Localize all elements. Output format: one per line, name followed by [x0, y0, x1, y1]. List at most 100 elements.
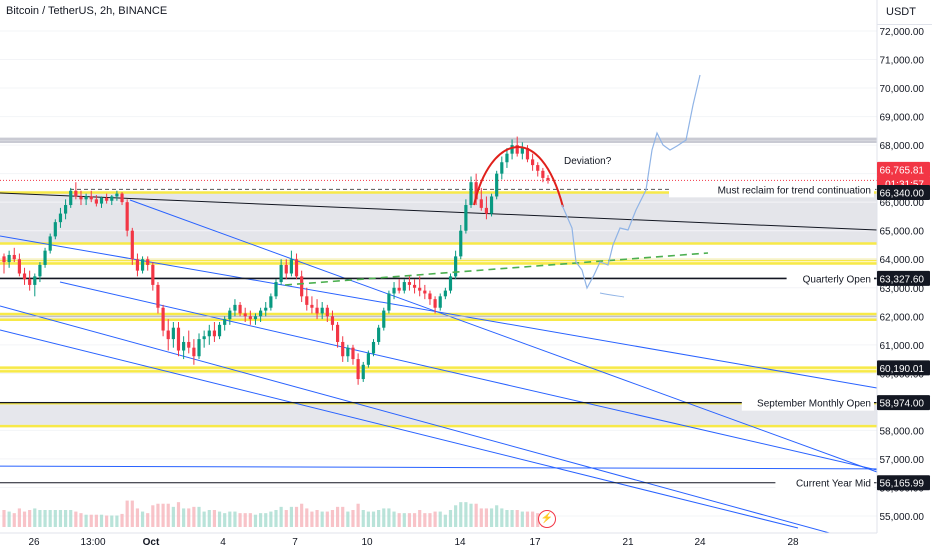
price-tick-label: 68,000.00	[880, 141, 925, 152]
candle-body	[310, 304, 314, 308]
volume-bar	[17, 508, 21, 527]
candle-body	[140, 259, 145, 271]
time-tick-label: 17	[529, 537, 541, 548]
volume-bar	[105, 515, 109, 527]
volume-bar	[418, 510, 422, 527]
time-tick-label: 26	[28, 537, 40, 548]
volume-bar	[531, 511, 535, 527]
volume-bar	[351, 510, 355, 527]
candle-body	[17, 259, 21, 274]
price-axis: 72,000.00 71,000.00 70,000.00 69,000.00 68,0…	[876, 0, 932, 550]
candle-body	[279, 264, 283, 283]
axis-header-separator	[877, 24, 932, 25]
level-56165-label: 56,165.99	[880, 479, 925, 490]
volume-bar	[84, 514, 88, 527]
candle-body	[469, 182, 473, 206]
volume-bar	[2, 510, 6, 527]
time-axis-bg	[0, 533, 877, 550]
candle-body	[505, 153, 509, 163]
volume-bar	[397, 513, 401, 527]
price-tick-label: 58,000.00	[880, 426, 925, 437]
volume-bar	[315, 510, 319, 527]
volume-bar	[305, 508, 309, 527]
quarterly-open-label: Quarterly Open	[803, 274, 871, 285]
volume-bar	[125, 500, 129, 527]
candle-body	[325, 307, 329, 317]
volume-bar	[310, 511, 314, 527]
volume-bar	[233, 511, 237, 527]
volume-bar	[22, 511, 27, 527]
candle-body	[330, 316, 335, 325]
currency-label[interactable]: USDT	[886, 6, 916, 18]
lightning-icon[interactable]: ⚡	[538, 510, 556, 528]
candle-body	[84, 196, 88, 200]
symbol-title[interactable]: Bitcoin / TetherUS, 2h, BINANCE	[6, 5, 168, 17]
level-66340-label: 66,340.00	[880, 188, 925, 199]
candle-body	[433, 299, 437, 308]
candle-body	[438, 296, 442, 308]
candle-body	[182, 341, 186, 351]
trend-lines	[0, 179, 878, 547]
candle-body	[2, 256, 6, 263]
volume-bar	[356, 503, 360, 527]
volume-bar	[520, 511, 524, 527]
candle-body	[412, 284, 417, 288]
candle-body	[407, 282, 412, 285]
volume-bar	[99, 514, 104, 527]
time-tick-label: 4	[220, 537, 226, 548]
black-trendline	[0, 192, 878, 231]
level-56165-label-pill	[877, 475, 930, 491]
volume-bar	[515, 510, 519, 527]
volume-bar	[438, 511, 442, 527]
volume-bar	[269, 511, 273, 527]
candle-body	[484, 207, 489, 214]
zone-top-resistance	[0, 138, 877, 142]
volume-bar	[79, 513, 83, 527]
volume-bar	[146, 513, 150, 527]
level-58974-label: 58,974.00	[880, 399, 925, 410]
volume-bar	[94, 514, 98, 527]
deviation-arc	[473, 146, 564, 208]
time-tick-label: Oct	[143, 537, 160, 548]
candle-body	[269, 296, 273, 308]
volume-bar	[346, 511, 350, 527]
volume-bar	[207, 510, 211, 527]
candle-body	[94, 199, 98, 204]
candle-body	[146, 259, 150, 265]
volume-bar	[156, 503, 160, 527]
volume-bar	[192, 506, 196, 527]
candle-body	[346, 347, 350, 357]
candle-body	[448, 276, 453, 291]
volume-bar	[202, 511, 206, 527]
candle-body	[12, 254, 16, 260]
volume-bar	[341, 506, 345, 527]
candle-body	[515, 145, 519, 154]
candle-body	[397, 287, 401, 291]
candle-body	[320, 307, 324, 314]
volume-bar	[489, 508, 494, 527]
candle-body	[207, 330, 211, 337]
candle-body	[305, 296, 309, 305]
projection-stub	[599, 292, 625, 298]
volume-bar	[182, 508, 186, 527]
price-tick-label: 62,000.00	[880, 312, 925, 323]
volume-bar	[500, 508, 504, 527]
volume-bar	[274, 510, 278, 527]
zone-main-zone	[0, 192, 877, 244]
candle-body	[356, 359, 360, 380]
candle-body	[38, 264, 42, 277]
zone-lower-zone-1	[0, 314, 877, 320]
candle-body	[238, 304, 242, 314]
candle-body	[135, 259, 140, 271]
level-60190-label-pill	[877, 360, 930, 376]
volume-bar	[366, 511, 370, 527]
volume-bar	[428, 513, 432, 527]
volume-bar	[294, 506, 299, 527]
volume-bar	[243, 513, 247, 527]
level-66340-label-pill	[877, 184, 930, 200]
candle-body	[479, 199, 483, 208]
volume-bar	[130, 500, 134, 527]
candle-body	[233, 304, 237, 311]
volume-bar	[176, 502, 181, 527]
